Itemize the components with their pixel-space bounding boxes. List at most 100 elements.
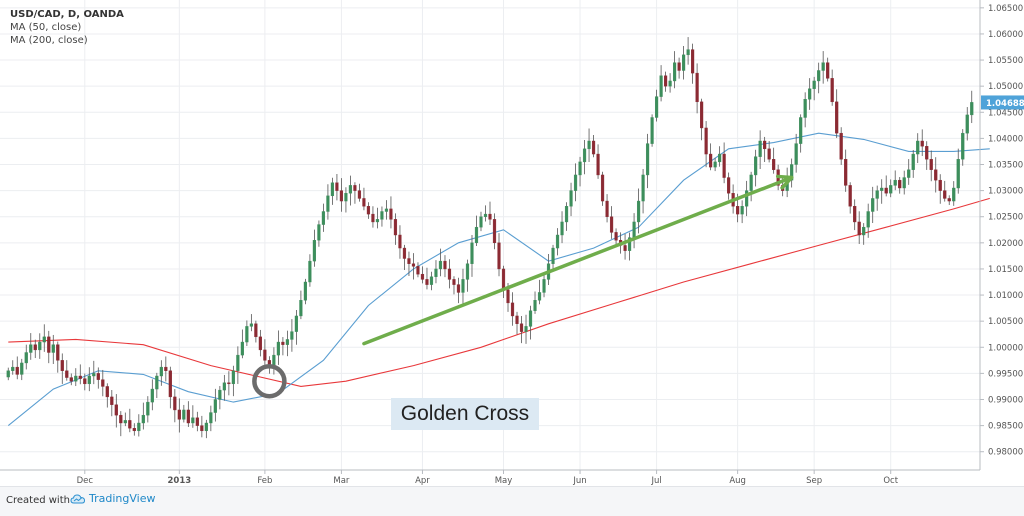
candle-body — [254, 323, 258, 338]
candle-body — [564, 206, 569, 223]
candle-body — [191, 417, 195, 424]
candle-body — [632, 221, 636, 238]
candle-body — [240, 341, 244, 356]
candle-body — [299, 300, 303, 317]
candle-body — [83, 378, 87, 385]
candle-body — [600, 174, 605, 202]
time-tick-label: Mar — [333, 476, 350, 486]
candle-body — [105, 386, 109, 398]
candle-body — [335, 182, 339, 191]
candle-body — [929, 159, 933, 170]
candle-body — [132, 428, 136, 432]
candle-body — [470, 242, 474, 264]
candle-body — [483, 213, 488, 217]
candle-body — [506, 289, 510, 304]
candle-body — [596, 153, 600, 176]
candle-body — [119, 414, 123, 424]
candle-body — [326, 195, 330, 212]
candle-body — [168, 370, 172, 398]
candle-body — [528, 310, 533, 327]
candle-body — [186, 409, 190, 424]
candle-body — [353, 185, 357, 191]
price-tick-label: 1.00000 — [988, 343, 1023, 353]
candle-body — [236, 354, 240, 371]
price-tick-label: 1.02000 — [988, 239, 1023, 249]
candle-body — [213, 399, 217, 413]
candle-body — [718, 153, 722, 163]
candle-body — [691, 49, 695, 74]
candle-body — [114, 404, 118, 416]
candle-body — [763, 140, 767, 150]
time-axis[interactable]: Dec 2013 Feb Mar Apr May Jun Jul Aug Sep Oct — [0, 469, 980, 486]
candle-body — [281, 341, 285, 345]
annotations-layer — [252, 174, 794, 399]
candlestick-chart[interactable]: 0.98000 0.98500 0.99000 0.99500 1.00000 1.005… — [0, 0, 1024, 486]
candle-body — [339, 190, 344, 202]
candle-body — [209, 412, 213, 424]
candle-body — [407, 258, 411, 264]
candle-body — [137, 422, 141, 432]
candle-body — [294, 315, 298, 332]
candle-body — [952, 187, 956, 202]
candle-body — [830, 78, 834, 103]
candle-body — [893, 179, 897, 186]
time-tick-label: 2013 — [168, 476, 192, 486]
candle-body — [312, 240, 317, 262]
trend-arrowhead — [775, 174, 794, 190]
candle-body — [128, 420, 132, 429]
candle-body — [925, 146, 929, 160]
price-tick-label: 1.06500 — [988, 4, 1023, 14]
candle-body — [812, 80, 816, 89]
candle-body — [177, 409, 181, 420]
candle-body — [384, 208, 389, 212]
candle-body — [402, 247, 407, 259]
tradingview-link[interactable]: TradingView — [70, 492, 155, 505]
price-tick-label: 0.99000 — [988, 396, 1023, 406]
candle-body — [20, 362, 24, 375]
time-tick-label: Aug — [729, 476, 746, 486]
candle-body — [398, 234, 402, 249]
candle-body — [411, 263, 416, 267]
candle-body — [857, 221, 861, 236]
candle-body — [245, 326, 249, 343]
candle-body — [965, 114, 969, 134]
candle-body — [654, 96, 659, 118]
candle-body — [366, 206, 371, 215]
candle-body — [393, 219, 398, 236]
candle-body — [29, 344, 33, 353]
candle-body — [344, 193, 348, 202]
price-tick-label: 0.98500 — [988, 422, 1023, 432]
price-tick-label: 0.99500 — [988, 369, 1023, 379]
candle-body — [650, 117, 654, 144]
footer: Created with TradingView — [0, 486, 1024, 516]
candle-body — [844, 159, 848, 186]
candle-body — [497, 242, 501, 270]
candle-body — [146, 401, 150, 416]
candle-body — [447, 268, 452, 280]
candle-body — [758, 140, 762, 157]
candle-body — [6, 370, 10, 378]
candle-body — [263, 349, 267, 361]
candle-body — [74, 375, 78, 382]
candle-body — [218, 389, 222, 400]
ma50-line — [7, 132, 990, 427]
candle-body — [308, 260, 312, 283]
candle-body — [195, 417, 199, 426]
candle-body — [92, 373, 96, 377]
candle-body — [285, 339, 289, 345]
candle-body — [754, 156, 758, 176]
candle-body — [839, 132, 843, 160]
time-tick-label: Sep — [806, 476, 822, 486]
candle-body — [429, 276, 434, 285]
legend-ma50: MA (50, close) — [10, 22, 82, 33]
price-axis[interactable]: 0.98000 0.98500 0.99000 0.99500 1.00000 1.005… — [979, 0, 1024, 470]
candle-body — [970, 102, 974, 116]
candle-body — [465, 263, 470, 280]
candle-body — [11, 366, 15, 371]
candle-body — [866, 211, 870, 228]
legend-symbol: USD/CAD, D, OANDA — [10, 9, 124, 20]
price-tick-label: 1.03500 — [988, 161, 1023, 171]
price-tick-label: 1.04500 — [988, 108, 1023, 118]
candle-body — [204, 422, 208, 432]
